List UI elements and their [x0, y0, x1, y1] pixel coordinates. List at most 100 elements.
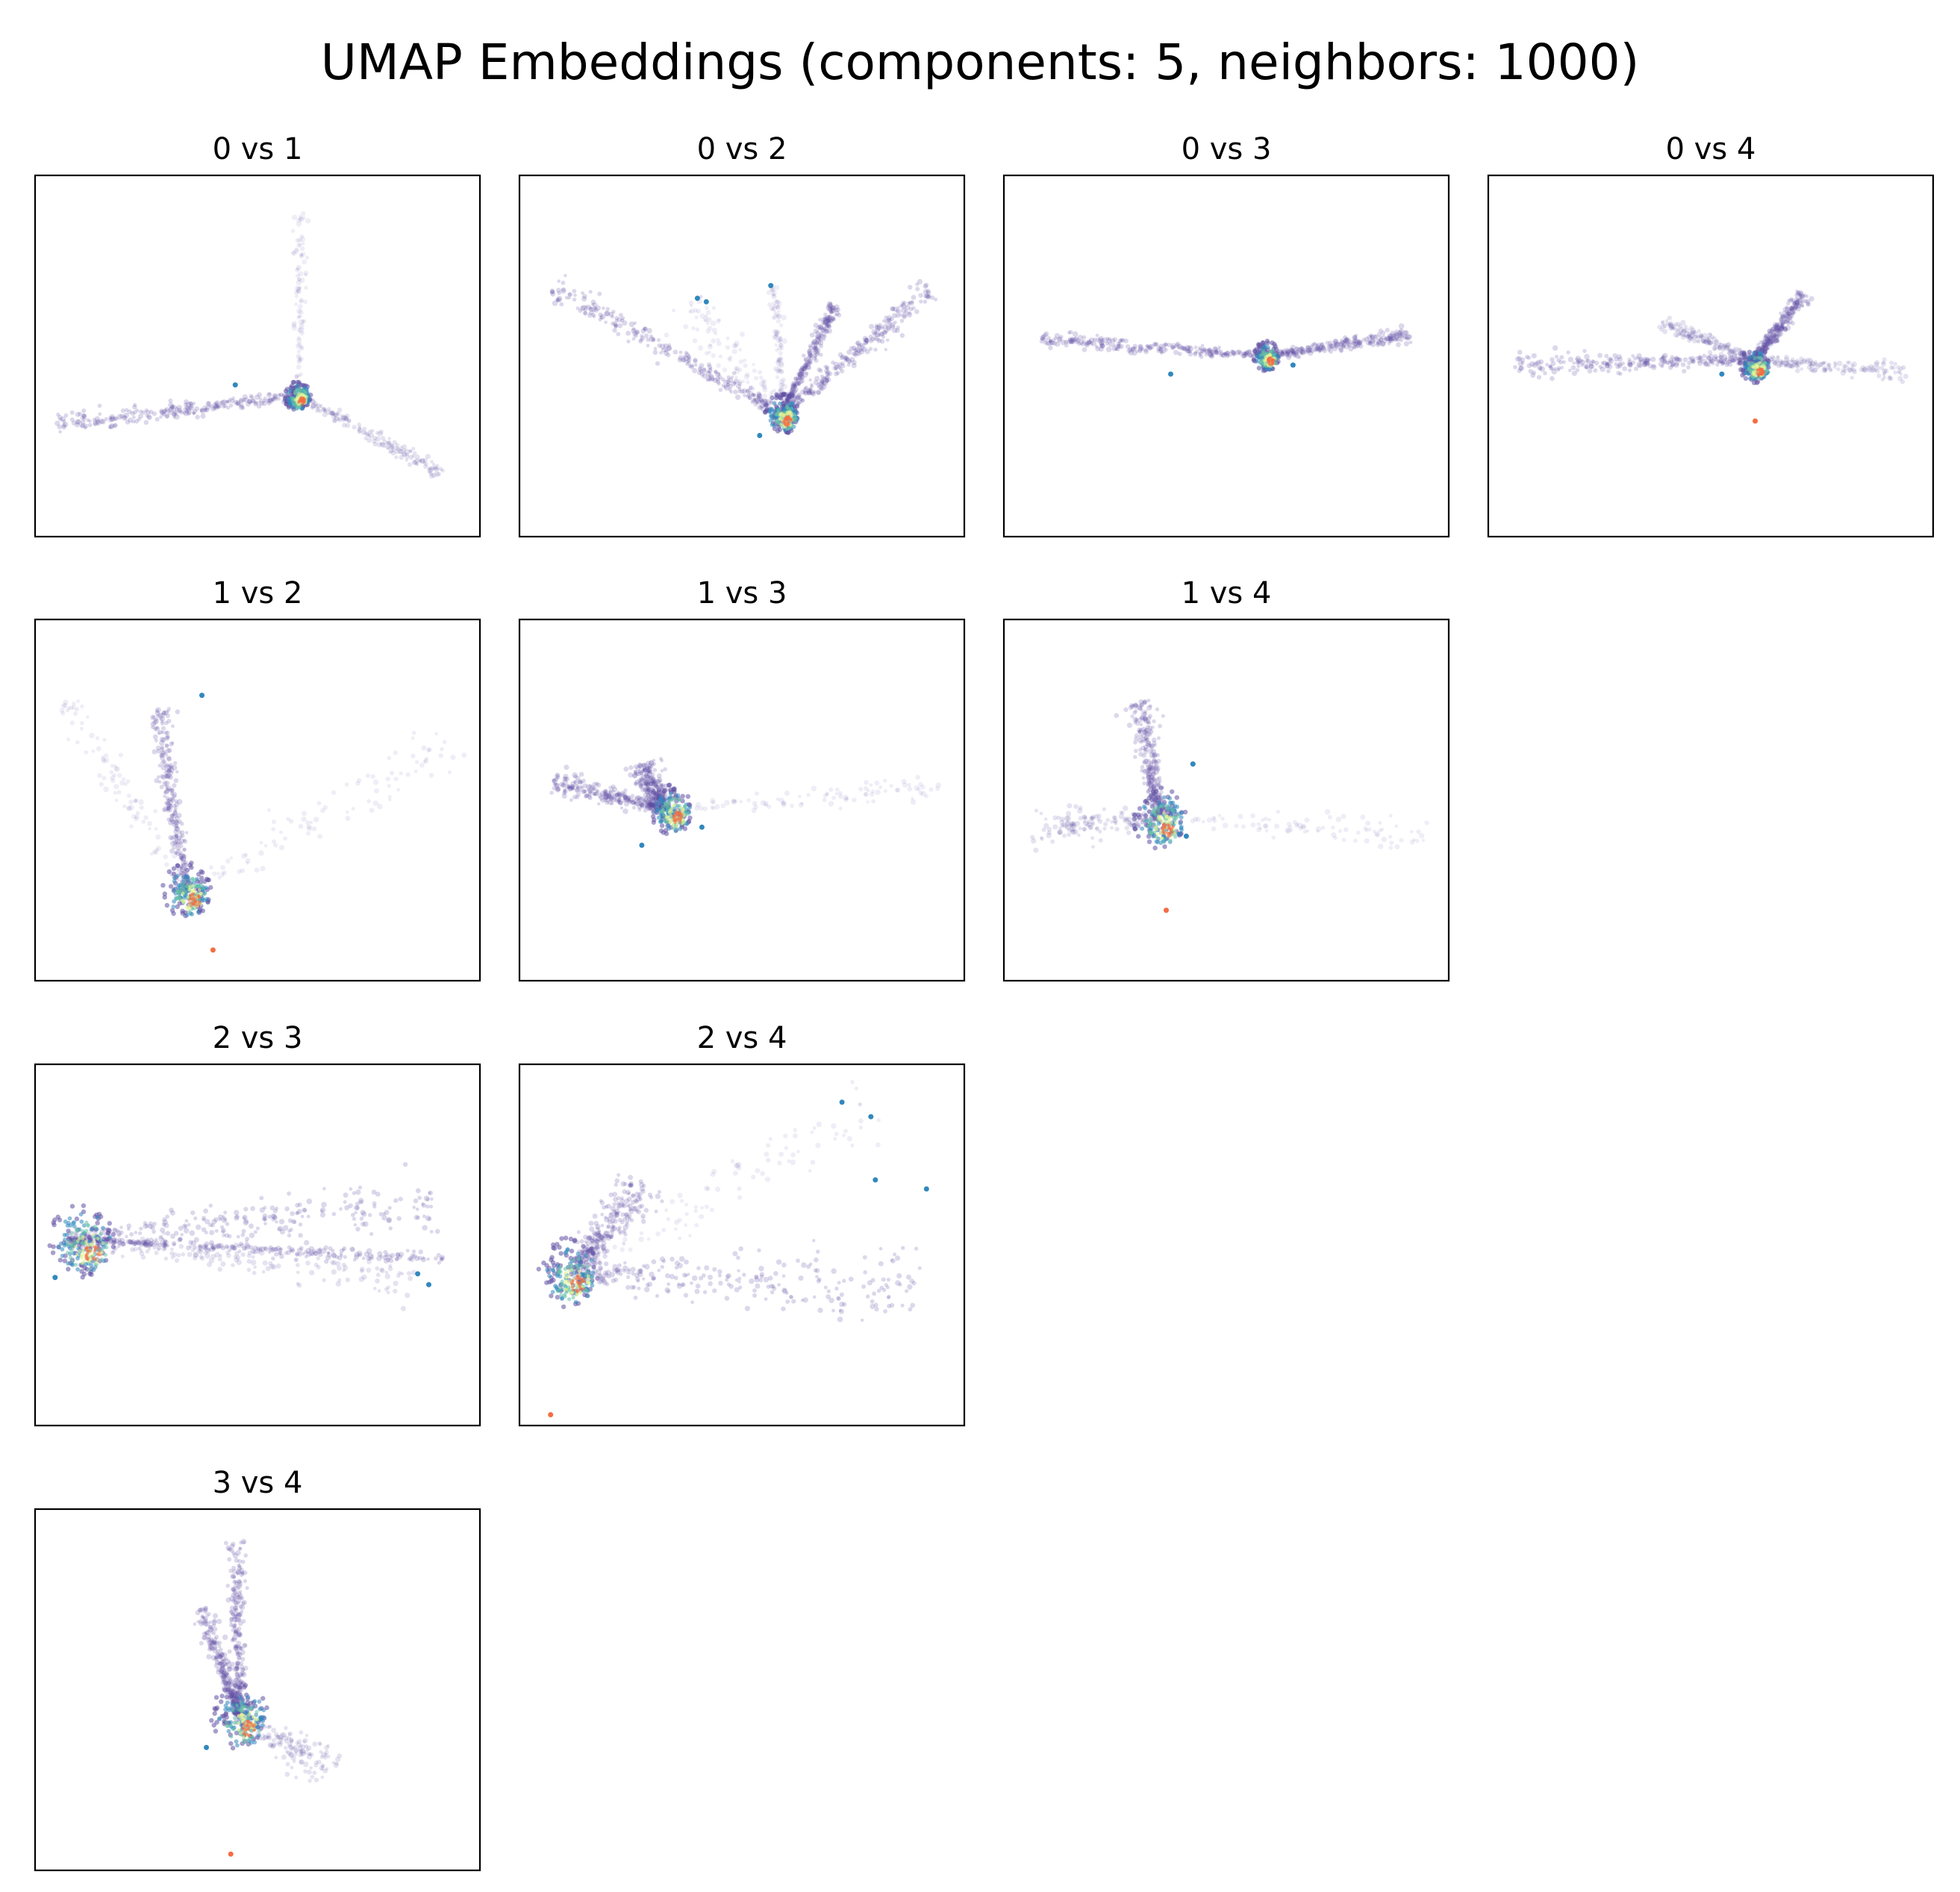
point [726, 383, 730, 387]
point [1187, 348, 1192, 354]
point [1292, 352, 1296, 355]
point [199, 408, 205, 412]
point [175, 841, 181, 848]
point [1290, 345, 1296, 351]
point [1352, 344, 1357, 349]
point [1873, 361, 1879, 367]
point [636, 799, 641, 804]
point [751, 387, 755, 391]
point [557, 279, 561, 284]
point [1793, 300, 1797, 305]
point [1729, 354, 1733, 358]
point [1764, 342, 1769, 348]
outliers [1719, 371, 1758, 424]
point [823, 312, 828, 317]
point [1394, 337, 1399, 342]
point [711, 800, 716, 805]
point [1145, 344, 1149, 349]
point [1241, 353, 1247, 359]
point [849, 357, 855, 363]
point [1810, 369, 1814, 373]
point [332, 417, 337, 423]
point [174, 851, 178, 855]
point [868, 346, 873, 352]
point [592, 781, 597, 787]
point [1784, 319, 1788, 325]
point [1187, 346, 1194, 352]
point [179, 410, 184, 415]
point [113, 766, 119, 771]
point [1698, 332, 1704, 338]
point [1185, 346, 1190, 352]
point [143, 419, 149, 425]
point [128, 417, 134, 423]
point [179, 855, 183, 860]
point [630, 793, 635, 798]
point [799, 376, 805, 381]
point [163, 752, 169, 757]
point [1225, 354, 1230, 358]
point [790, 385, 795, 390]
point [565, 776, 569, 781]
point [597, 291, 602, 296]
point [1393, 329, 1400, 335]
point [1575, 360, 1580, 365]
point [1687, 333, 1691, 337]
point [181, 860, 186, 865]
point [398, 449, 404, 455]
point [297, 342, 302, 347]
point [1696, 335, 1700, 339]
point [807, 355, 812, 360]
point [875, 332, 881, 338]
point [1290, 351, 1295, 355]
point [423, 758, 428, 764]
point [1767, 331, 1773, 337]
core-point [166, 869, 172, 875]
point [96, 746, 102, 752]
point [610, 792, 614, 797]
point [556, 787, 561, 792]
point [1532, 362, 1538, 368]
point [1784, 357, 1790, 363]
point [159, 408, 164, 413]
point [808, 356, 813, 361]
point [1642, 357, 1647, 362]
point [228, 403, 234, 408]
point [1080, 342, 1085, 346]
point [755, 400, 759, 405]
outlier-point [703, 299, 709, 305]
scatter-points [54, 211, 445, 479]
point [864, 349, 870, 355]
point [834, 792, 839, 796]
point [708, 373, 714, 379]
point [734, 366, 740, 371]
point [1888, 375, 1892, 379]
point [1770, 333, 1776, 339]
point [1800, 293, 1805, 299]
point [1182, 346, 1187, 352]
point [268, 398, 274, 404]
point [366, 432, 370, 437]
point [1769, 329, 1775, 334]
point [299, 234, 305, 239]
point [1281, 350, 1285, 354]
point [1614, 362, 1618, 366]
point [869, 323, 875, 330]
point [611, 784, 616, 790]
point [1137, 349, 1143, 354]
point [288, 819, 294, 824]
point [1776, 325, 1782, 331]
point [1823, 360, 1827, 365]
point [1785, 305, 1789, 310]
point [821, 382, 825, 387]
point [381, 436, 386, 441]
point [623, 788, 628, 793]
point [1158, 343, 1164, 349]
point [1284, 348, 1290, 354]
point [1289, 352, 1293, 356]
core-point [180, 911, 185, 916]
point [160, 719, 164, 724]
point [628, 797, 634, 802]
point [1352, 339, 1358, 343]
point [852, 352, 857, 356]
